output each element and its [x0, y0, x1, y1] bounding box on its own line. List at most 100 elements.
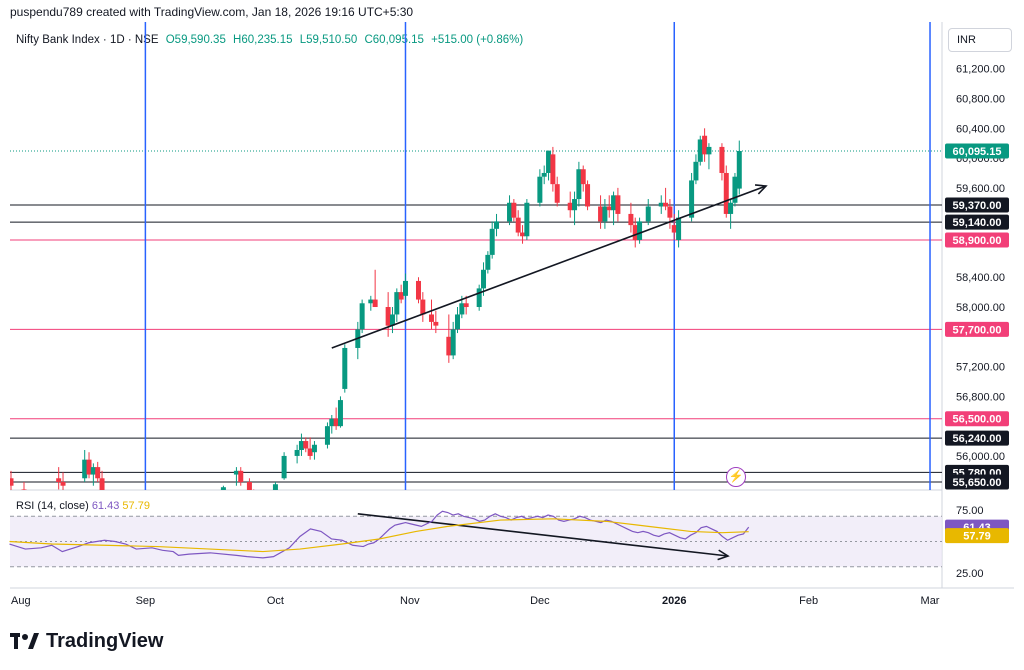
- candle-body: [489, 228, 495, 255]
- candle-body: [389, 314, 395, 326]
- change-value: +515.00 (+0.86%): [431, 34, 524, 46]
- candle-body: [671, 225, 677, 233]
- candle-body: [576, 169, 582, 200]
- candle-body: [632, 225, 638, 240]
- price-trendline-arrowhead: [754, 184, 768, 195]
- tradingview-logo[interactable]: TradingView: [10, 630, 163, 653]
- candle-body: [307, 448, 313, 456]
- candle-body: [238, 470, 244, 482]
- candle-body: [637, 221, 643, 240]
- candle-body: [329, 418, 335, 427]
- candle-body: [580, 169, 586, 185]
- candle-body: [667, 206, 673, 218]
- high-value: H60,235.15: [233, 34, 293, 46]
- rsi-legend[interactable]: RSI (14, close) 61.43 57.79: [16, 500, 150, 512]
- rsi-trendline: [357, 512, 729, 557]
- candle-body: [676, 217, 682, 240]
- candle-body: [628, 213, 634, 226]
- rsi-value: 61.43: [91, 500, 120, 512]
- candle-body: [598, 206, 604, 222]
- candle-body: [515, 217, 521, 233]
- time-tick-label: 2026: [662, 595, 686, 607]
- candle-body: [433, 321, 439, 326]
- time-tick-label: Mar: [921, 595, 940, 607]
- candle-body: [294, 449, 300, 456]
- candle-body: [82, 459, 88, 479]
- candle-body: [60, 482, 66, 486]
- candle-body: [4, 467, 9, 478]
- rsi-tick-label: 25.00: [956, 568, 984, 580]
- price-tag-label: 58,900.00: [953, 235, 1002, 247]
- candle-body: [428, 314, 434, 322]
- candle-body: [736, 151, 742, 189]
- price-trendline: [331, 185, 767, 349]
- candle-body: [697, 139, 703, 162]
- candle-body: [511, 202, 517, 218]
- candle-body: [324, 426, 330, 445]
- price-tag-label: 59,140.00: [953, 217, 1002, 229]
- price-tick-label: 56,000.00: [956, 451, 1005, 463]
- candle-body: [450, 329, 456, 356]
- candle-body: [554, 184, 560, 203]
- price-tick-label: 59,600.00: [956, 183, 1005, 195]
- candle-body: [494, 221, 500, 229]
- rsi-label: RSI (14, close): [16, 500, 89, 512]
- candle-body: [251, 493, 256, 500]
- low-value: L59,510.50: [299, 34, 358, 46]
- symbol-name[interactable]: Nifty Bank Index · 1D · NSE: [16, 34, 159, 46]
- candle-body: [689, 180, 695, 218]
- price-tick-label: 58,400.00: [956, 272, 1005, 284]
- candle-body: [585, 184, 591, 207]
- symbol-legend[interactable]: Nifty Bank Index · 1D · NSE O59,590.35 H…: [16, 34, 527, 46]
- candle-body: [719, 146, 725, 173]
- tradingview-mark-icon: [10, 632, 39, 649]
- candle-body: [99, 478, 105, 490]
- candle-body: [368, 299, 374, 304]
- candles-group: [4, 128, 742, 500]
- candle-body: [645, 206, 651, 222]
- currency-selector[interactable]: INR: [948, 28, 1012, 52]
- candle-body: [732, 176, 738, 203]
- candle-body: [463, 303, 469, 308]
- candle-body: [398, 292, 404, 300]
- price-tag-label: 57,700.00: [953, 324, 1002, 336]
- candle-body: [541, 172, 547, 177]
- candle-body: [693, 161, 699, 181]
- candle-body: [611, 195, 617, 211]
- candle-body: [21, 489, 27, 490]
- rsi-ma-line: [9, 518, 749, 553]
- candle-body: [415, 280, 421, 300]
- price-tag-label: 60,095.15: [953, 146, 1002, 158]
- time-tick-label: Nov: [400, 595, 420, 607]
- rsi-tick-label: 75.00: [956, 505, 984, 517]
- price-tag-bg: [945, 143, 1009, 159]
- price-tick-label: 61,200.00: [956, 64, 1005, 76]
- price-tag-bg: [945, 232, 1009, 248]
- open-value: O59,590.35: [165, 34, 226, 46]
- candle-body: [372, 299, 378, 308]
- candle-body: [455, 314, 461, 330]
- candle-body: [507, 202, 513, 222]
- candle-body: [281, 455, 287, 479]
- candle-body: [723, 172, 729, 214]
- candle-body: [550, 154, 556, 185]
- rsi-trendline-arrowhead: [717, 549, 730, 561]
- candle-body: [303, 441, 309, 449]
- author-credit: puspendu789 created with TradingView.com…: [10, 5, 414, 19]
- candle-body: [10, 478, 14, 486]
- candle-body: [572, 199, 578, 211]
- price-tag-bg: [945, 321, 1009, 337]
- close-value: C60,095.15: [364, 34, 424, 46]
- candle-body: [342, 347, 348, 389]
- brand-name: TradingView: [46, 630, 164, 652]
- rsi-tag-label: 57.79: [963, 531, 991, 543]
- candle-body: [520, 232, 526, 237]
- price-tag-bg: [945, 197, 1009, 213]
- candle-body: [524, 202, 530, 237]
- price-tick-label: 57,200.00: [956, 362, 1005, 374]
- price-tag-bg: [945, 411, 1009, 427]
- candle-body: [298, 441, 304, 450]
- time-tick-label: Dec: [530, 595, 550, 607]
- lightning-bolt-icon[interactable]: ⚡: [726, 467, 746, 487]
